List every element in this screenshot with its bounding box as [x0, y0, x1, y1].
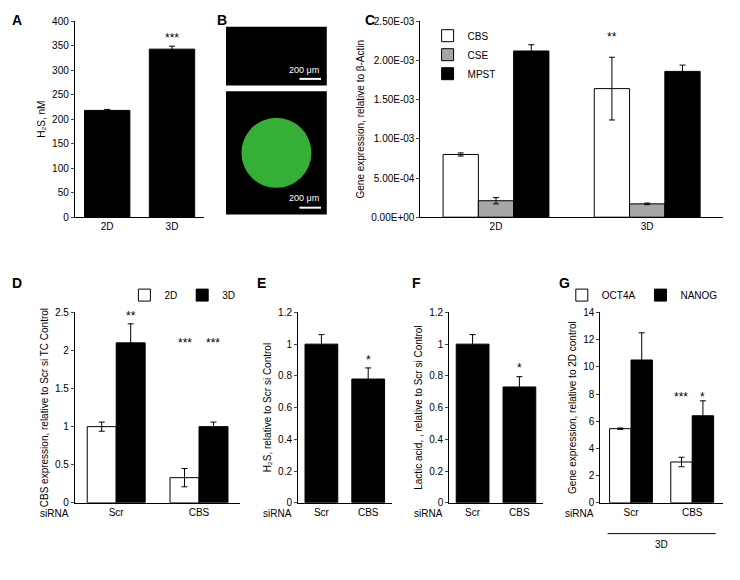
svg-text:0.4: 0.4	[429, 434, 443, 445]
svg-text:0: 0	[589, 497, 595, 508]
svg-text:E: E	[257, 275, 266, 291]
svg-text:200 μm: 200 μm	[289, 193, 319, 203]
svg-text:2D: 2D	[490, 221, 503, 232]
svg-text:CBS expression, relative to Sc: CBS expression, relative to Scr si TC Co…	[39, 308, 50, 507]
svg-text:1: 1	[286, 339, 292, 350]
svg-text:G: G	[559, 275, 570, 291]
svg-text:1.2: 1.2	[278, 307, 292, 318]
svg-text:Lactic acid, , relative to Scr: Lactic acid, , relative to Scr si Contro…	[413, 325, 424, 490]
svg-text:C: C	[365, 12, 375, 28]
svg-text:1.5: 1.5	[55, 383, 69, 394]
svg-text:3D: 3D	[641, 221, 654, 232]
svg-text:0.2: 0.2	[429, 466, 443, 477]
svg-text:2: 2	[589, 470, 595, 481]
svg-text:***: ***	[165, 31, 179, 45]
svg-text:400: 400	[52, 16, 69, 27]
svg-text:150: 150	[52, 138, 69, 149]
svg-text:D: D	[12, 275, 22, 291]
svg-text:2.00E-03: 2.00E-03	[374, 55, 415, 66]
svg-text:3D: 3D	[655, 539, 668, 550]
svg-text:0.6: 0.6	[429, 402, 443, 413]
svg-text:14: 14	[583, 307, 595, 318]
svg-text:***: ***	[206, 336, 220, 350]
svg-text:0: 0	[63, 212, 69, 223]
svg-text:6: 6	[589, 416, 595, 427]
svg-text:**: **	[126, 309, 136, 323]
svg-text:12: 12	[583, 334, 595, 345]
svg-text:3D: 3D	[166, 221, 179, 232]
svg-text:Gene expression, relative to 2: Gene expression, relative to 2D control	[567, 321, 578, 494]
svg-text:1: 1	[63, 421, 69, 432]
svg-text:Scr: Scr	[624, 507, 640, 518]
svg-text:0.4: 0.4	[278, 434, 292, 445]
svg-text:0.6: 0.6	[278, 402, 292, 413]
svg-text:4: 4	[589, 443, 595, 454]
svg-text:MPST: MPST	[468, 69, 496, 80]
svg-text:F: F	[412, 275, 421, 291]
svg-text:2D: 2D	[101, 221, 114, 232]
svg-text:0.5: 0.5	[55, 459, 69, 470]
svg-text:OCT4A: OCT4A	[602, 290, 636, 301]
svg-text:1.2: 1.2	[429, 307, 443, 318]
svg-text:350: 350	[52, 40, 69, 51]
svg-text:200 μm: 200 μm	[289, 65, 319, 75]
svg-text:2.5: 2.5	[55, 307, 69, 318]
svg-text:B: B	[217, 12, 227, 28]
svg-text:A: A	[12, 12, 22, 28]
svg-text:0: 0	[286, 497, 292, 508]
svg-text:CBS: CBS	[358, 507, 379, 518]
svg-text:0.8: 0.8	[429, 370, 443, 381]
svg-text:H₂S, nM: H₂S, nM	[36, 101, 47, 138]
svg-text:1.00E-03: 1.00E-03	[374, 133, 415, 144]
svg-text:siRNA: siRNA	[565, 508, 594, 519]
svg-text:CSE: CSE	[468, 50, 489, 61]
svg-text:Gene expression, relative to β: Gene expression, relative to β-Actin	[355, 40, 366, 199]
svg-text:8: 8	[589, 389, 595, 400]
svg-text:0: 0	[63, 497, 69, 508]
svg-text:Scr: Scr	[314, 507, 330, 518]
svg-text:1.50E-03: 1.50E-03	[374, 94, 415, 105]
svg-text:10: 10	[583, 361, 595, 372]
svg-text:0.2: 0.2	[278, 466, 292, 477]
svg-text:CBS: CBS	[509, 507, 530, 518]
svg-text:NANOG: NANOG	[680, 290, 717, 301]
svg-text:siRNA: siRNA	[414, 508, 443, 519]
svg-text:1: 1	[438, 339, 444, 350]
svg-text:2: 2	[63, 345, 69, 356]
svg-text:50: 50	[58, 187, 70, 198]
svg-text:siRNA: siRNA	[263, 508, 292, 519]
svg-text:***: ***	[178, 336, 192, 350]
svg-text:0.8: 0.8	[278, 370, 292, 381]
svg-text:300: 300	[52, 65, 69, 76]
svg-text:CBS: CBS	[189, 507, 210, 518]
svg-text:Scr: Scr	[109, 507, 125, 518]
svg-text:*: *	[517, 361, 522, 375]
svg-text:CBS: CBS	[682, 507, 703, 518]
svg-text:100: 100	[52, 163, 69, 174]
svg-text:***: ***	[674, 390, 688, 404]
svg-text:*: *	[700, 390, 705, 404]
svg-text:2D: 2D	[164, 290, 177, 301]
svg-text:250: 250	[52, 89, 69, 100]
svg-text:Scr: Scr	[465, 507, 481, 518]
svg-text:*: *	[366, 353, 371, 367]
svg-text:**: **	[607, 30, 617, 44]
svg-text:3D: 3D	[222, 290, 235, 301]
svg-text:CBS: CBS	[468, 31, 489, 42]
svg-text:0: 0	[438, 497, 444, 508]
svg-text:200: 200	[52, 114, 69, 125]
svg-text:2.50E-03: 2.50E-03	[374, 16, 415, 27]
svg-text:5.00E-04: 5.00E-04	[374, 173, 415, 184]
svg-text:H₂S, relative to Scr si Contro: H₂S, relative to Scr si Control	[262, 343, 273, 472]
svg-text:siRNA: siRNA	[40, 508, 69, 519]
svg-text:0.00E+00: 0.00E+00	[371, 212, 415, 223]
